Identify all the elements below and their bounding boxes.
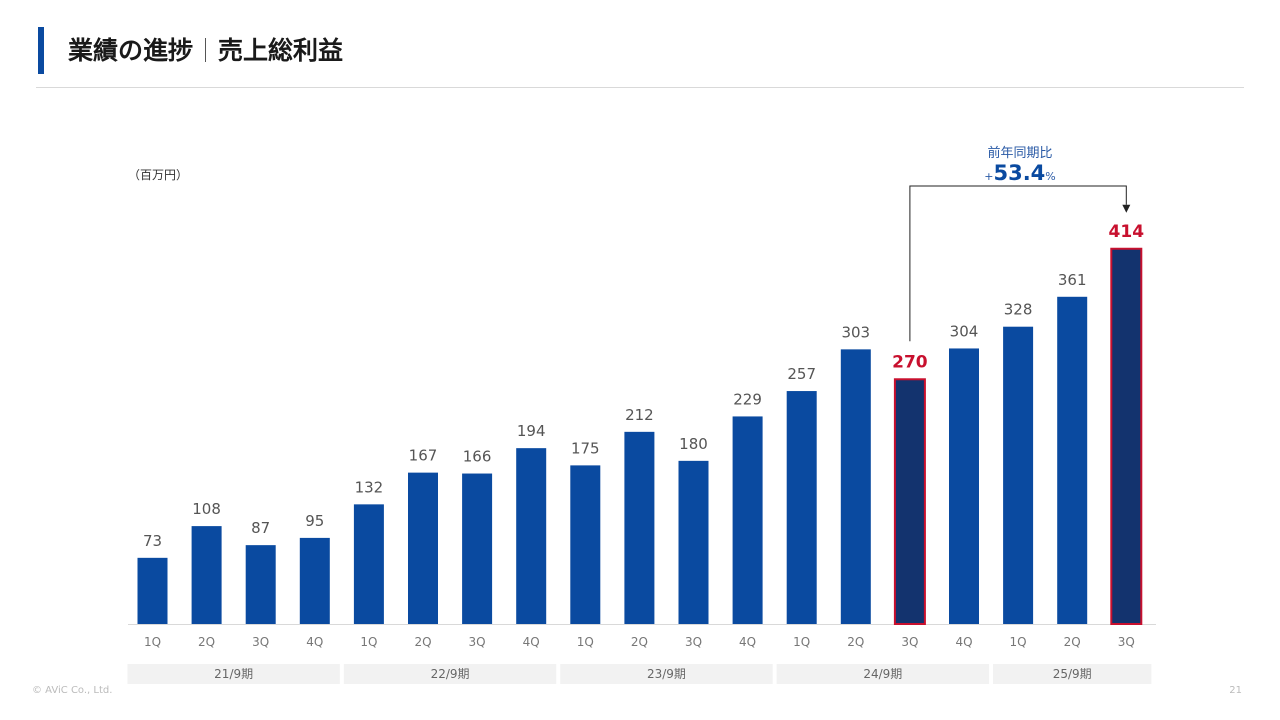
yoy-prefix: + xyxy=(984,170,994,183)
x-tick-label: 2Q xyxy=(847,635,864,649)
x-tick-label: 2Q xyxy=(414,635,431,649)
x-tick-label: 3Q xyxy=(252,635,269,649)
bar xyxy=(408,472,438,624)
yoy-connector-line xyxy=(909,185,1127,342)
page-number: 21 xyxy=(1229,685,1242,696)
bar-value-label: 194 xyxy=(517,422,546,440)
unit-label: （百万円） xyxy=(128,168,189,182)
period-label: 25/9期 xyxy=(1053,667,1092,681)
x-tick-label: 3Q xyxy=(901,635,918,649)
bar-value-label: 180 xyxy=(679,435,708,453)
period-band xyxy=(776,664,990,684)
x-tick-label: 2Q xyxy=(631,635,648,649)
x-tick-label: 2Q xyxy=(1064,635,1081,649)
bar-value-label: 108 xyxy=(192,500,221,518)
yoy-arrowhead xyxy=(1122,204,1131,213)
title-accent-bar xyxy=(38,27,44,74)
period-label: 24/9期 xyxy=(863,667,902,681)
bar xyxy=(570,465,601,624)
bar-value-label: 229 xyxy=(733,390,762,408)
copyright: © AViC Co., Ltd. xyxy=(32,685,113,696)
bar-value-label: 167 xyxy=(409,447,438,465)
bar xyxy=(840,349,871,624)
x-tick-label: 3Q xyxy=(469,635,486,649)
x-tick-label: 3Q xyxy=(685,635,702,649)
bar-value-label: 303 xyxy=(841,323,870,341)
title-main: 業績の進捗 xyxy=(68,36,194,65)
period-label: 22/9期 xyxy=(431,667,470,681)
bar xyxy=(1003,326,1034,624)
x-tick-label: 4Q xyxy=(955,635,972,649)
period-band xyxy=(343,664,557,684)
x-tick-label: 4Q xyxy=(306,635,323,649)
x-tick-label: 4Q xyxy=(523,635,540,649)
period-band xyxy=(127,664,340,684)
bar xyxy=(678,460,709,624)
yoy-suffix: % xyxy=(1045,170,1056,183)
period-label: 23/9期 xyxy=(647,667,686,681)
bar xyxy=(191,526,222,624)
x-tick-label: 1Q xyxy=(144,635,161,649)
bar-value-label: 166 xyxy=(463,448,492,466)
bar-value-label: 175 xyxy=(571,439,600,457)
bar xyxy=(137,557,168,624)
x-tick-label: 1Q xyxy=(577,635,594,649)
bar xyxy=(353,504,384,624)
bar xyxy=(624,431,655,624)
bar-value-label: 304 xyxy=(950,322,979,340)
bar-value-label: 328 xyxy=(1004,301,1033,319)
title-sub: 売上総利益 xyxy=(218,36,344,65)
x-tick-label: 1Q xyxy=(1010,635,1027,649)
bar-value-label: 257 xyxy=(787,365,816,383)
bar xyxy=(516,448,547,624)
bar-value-label: 95 xyxy=(305,512,324,530)
period-band xyxy=(993,664,1152,684)
bar xyxy=(299,537,330,624)
bar xyxy=(245,545,276,624)
yoy-value: 53.4 xyxy=(993,161,1046,185)
period-band xyxy=(560,664,773,684)
bar-value-label: 270 xyxy=(892,352,928,372)
bar-value-label: 132 xyxy=(355,478,384,496)
yoy-label: 前年同期比 xyxy=(987,146,1053,161)
x-tick-label: 2Q xyxy=(198,635,215,649)
header-divider xyxy=(36,87,1244,88)
x-tick-label: 1Q xyxy=(360,635,377,649)
bar-highlighted xyxy=(893,378,926,625)
yoy-annotation: 前年同期比 +53.4% xyxy=(960,142,1080,185)
bar-value-label: 361 xyxy=(1058,271,1087,289)
bar xyxy=(732,416,763,624)
x-tick-label: 1Q xyxy=(793,635,810,649)
bar-highlighted xyxy=(1110,247,1143,625)
bar-value-label: 73 xyxy=(143,532,162,550)
period-label: 21/9期 xyxy=(214,667,253,681)
bar xyxy=(1057,296,1088,624)
page-title: 業績の進捗 売上総利益 xyxy=(68,31,343,71)
bar xyxy=(462,473,493,624)
x-tick-label: 3Q xyxy=(1118,635,1135,649)
bar-value-label: 414 xyxy=(1109,222,1145,242)
bar-value-label: 87 xyxy=(251,519,270,537)
bar xyxy=(786,391,817,624)
bar-value-label: 212 xyxy=(625,406,654,424)
bar xyxy=(949,348,979,624)
x-tick-label: 4Q xyxy=(739,635,756,649)
title-separator xyxy=(205,38,207,62)
